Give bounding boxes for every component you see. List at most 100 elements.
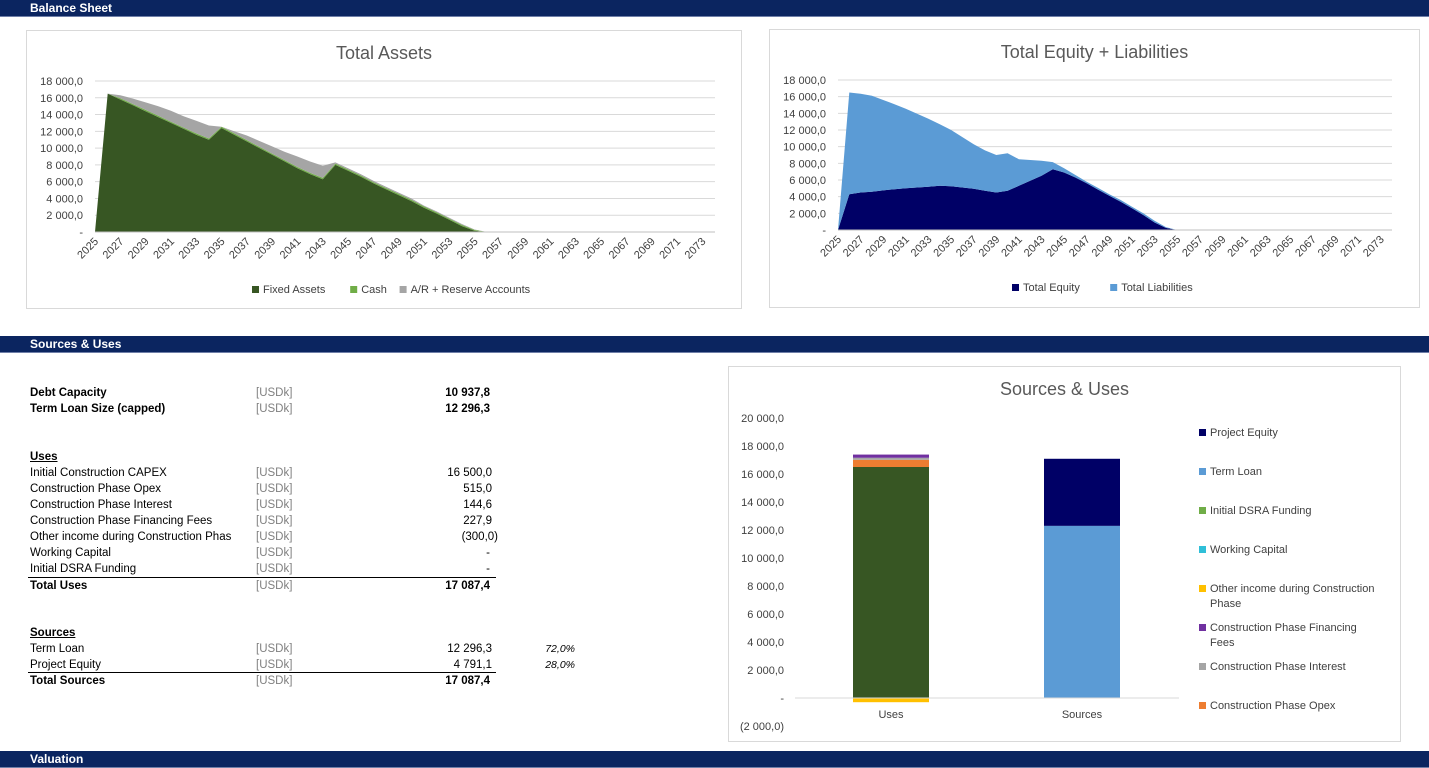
legend-label: Total Equity [1023,282,1080,294]
section-title: Balance Sheet [30,1,113,15]
x-tick-label: 2047 [1067,234,1093,260]
x-tick-label: 2037 [227,236,253,262]
row-value: 10 937,8 [445,387,490,399]
row-unit: [USDk] [256,387,293,399]
legend-label: Other income during Construction [1210,583,1374,595]
x-tick-label: 2069 [632,236,658,262]
row-label: Construction Phase Financing Fees [30,515,213,527]
row-unit: [USDk] [256,563,293,575]
section-header-valuation: Valuation [0,751,1429,768]
x-tick-label: 2055 [455,236,481,262]
total-equity-liabilities-plot: - 2 000,0 4 000,0 6 000,0 8 000,0 10 000,0 12 … [783,75,1392,294]
table-row: Construction Phase Interest [USDk] 144,6 [30,497,630,513]
y-tick-label: 18 000,0 [741,441,784,453]
row-value: 144,6 [463,499,492,511]
row-value: - [486,547,490,559]
x-tick-label: 2073 [683,236,709,262]
uses-header-row: Uses [30,449,630,465]
legend-swatch [1199,624,1206,631]
bar-segment [1044,458,1120,526]
y-tick-label: 14 000,0 [40,110,83,122]
legend-label: Construction Phase Interest [1210,661,1346,673]
bar-segment [853,459,929,467]
sources-uses-plot: (2 000,0) - 2 000,0 4 000,0 6 000,0 8 000,0 10… [740,413,1375,733]
legend-swatch [1199,468,1206,475]
x-tick-label: 2063 [556,236,582,262]
y-tick-label: 10 000,0 [783,142,826,154]
y-tick-label: 12 000,0 [40,126,83,138]
row-value: (300,0) [461,531,498,543]
row-label: Term Loan [30,643,85,655]
legend-swatch [350,286,358,293]
y-tick-label: 2 000,0 [46,210,83,222]
row-label: Debt Capacity [30,387,107,399]
section-title: Sources & Uses [30,337,122,351]
row-label: Project Equity [30,659,101,671]
total-equity-liabilities-chart[interactable]: Total Equity + Liabilities - 2 000,0 4 000… [769,29,1420,308]
row-unit: [USDk] [256,483,293,495]
legend-swatch [1199,663,1206,670]
x-tick-label: 2045 [1044,234,1070,260]
legend-swatch [1199,546,1206,553]
x-tick-label: 2043 [303,236,329,262]
x-tick-label: 2071 [657,236,683,262]
x-tick-label: 2027 [101,236,127,262]
x-tick-label: 2059 [506,236,532,262]
sources-header: Sources [30,627,76,639]
legend-label: Fees [1210,637,1235,649]
row-unit: [USDk] [256,467,293,479]
x-tick-label: 2029 [864,234,890,260]
bar-segment [853,698,929,703]
legend-swatch [1199,585,1206,592]
sources-header-row: Sources [30,625,630,641]
x-tick-label: 2061 [1225,234,1251,260]
row-value: 17 087,4 [445,580,490,592]
sources-uses-chart[interactable]: Sources & Uses (2 000,0) - 2 000,0 4 000,0 6… [728,366,1401,742]
x-tick-label: 2059 [1203,234,1229,260]
x-tick-label: 2025 [818,234,844,260]
y-tick-label: - [79,227,83,239]
term-loan-size-row: Term Loan Size (capped) [USDk] 12 296,3 [30,401,630,417]
x-tick-label: 2057 [480,236,506,262]
x-tick-label: 2065 [581,236,607,262]
x-tick-label: 2041 [999,234,1025,260]
row-value: 17 087,4 [445,675,490,687]
y-tick-label: 8 000,0 [747,581,784,593]
legend-swatch [1199,507,1206,514]
legend-label: Initial DSRA Funding [1210,505,1312,517]
y-tick-label: 4 000,0 [747,637,784,649]
x-tick-label: 2033 [909,234,935,260]
legend-swatch [399,286,407,293]
row-unit: [USDk] [256,403,293,415]
bar-segment [853,454,929,458]
legend-label: Construction Phase Financing [1210,622,1357,634]
total-assets-chart[interactable]: Total Assets - 2 000,0 4 000,0 6 000,0 8 000… [26,30,742,309]
section-header-balance-sheet: Balance Sheet [0,0,1429,17]
y-tick-label: 16 000,0 [40,93,83,105]
row-unit: [USDk] [256,643,293,655]
legend-swatch [1199,429,1206,436]
x-tick-label: 2031 [151,236,177,262]
row-label: Construction Phase Interest [30,499,172,511]
y-tick-label: 16 000,0 [741,469,784,481]
y-tick-label: 6 000,0 [46,177,83,189]
table-row: Term Loan [USDk] 12 296,3 72,0% [30,641,630,657]
x-tick-label: 2039 [977,234,1003,260]
series-area [838,169,1392,230]
x-tick-label: 2051 [404,236,430,262]
series-area [95,93,715,232]
row-label: Total Sources [30,675,106,687]
x-tick-label: 2067 [607,236,633,262]
row-unit: [USDk] [256,675,293,687]
row-label: Term Loan Size (capped) [30,403,166,415]
row-percent: 72,0% [545,643,575,655]
legend-swatch [1110,284,1118,291]
table-row: Construction Phase Financing Fees [USDk]… [30,513,630,529]
x-category-label: Uses [878,709,904,721]
y-tick-label: 4 000,0 [789,192,826,204]
y-tick-label: 4 000,0 [46,193,83,205]
row-label: Construction Phase Opex [30,483,162,495]
table-row: Construction Phase Opex [USDk] 515,0 [30,481,630,497]
x-tick-label: 2063 [1248,234,1274,260]
debt-capacity-row: Debt Capacity [USDk] 10 937,8 [30,385,630,401]
